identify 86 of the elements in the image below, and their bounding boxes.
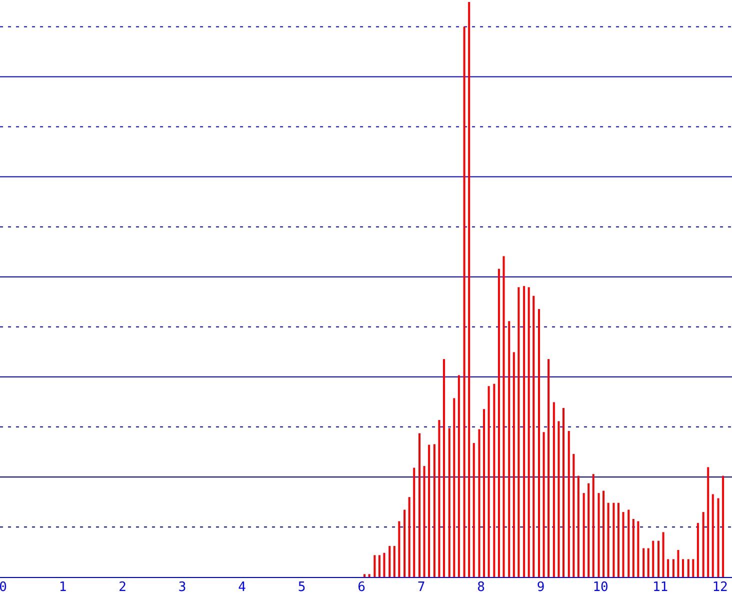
bar: [383, 552, 386, 577]
x-tick-label: 10: [592, 580, 608, 595]
bar: [512, 352, 515, 577]
bar: [528, 287, 530, 577]
bar: [493, 384, 496, 577]
x-tick-label: 1: [58, 580, 67, 595]
bar: [722, 476, 724, 577]
bar: [677, 550, 680, 577]
bar: [538, 309, 540, 577]
bar: [696, 522, 699, 577]
bar: [468, 2, 470, 577]
bar: [607, 502, 610, 577]
bar: [602, 490, 605, 577]
bar: [488, 386, 490, 577]
bar: [458, 375, 460, 577]
bar: [478, 429, 480, 577]
bar: [502, 256, 505, 577]
bar: [442, 359, 445, 577]
bar: [423, 466, 426, 577]
bar: [568, 430, 570, 577]
bar: [548, 359, 550, 577]
x-tick-label: 5: [298, 580, 306, 595]
bar: [542, 432, 545, 577]
bar: [558, 421, 560, 577]
bar: [617, 502, 620, 577]
bar: [518, 287, 520, 577]
bar: [552, 402, 555, 577]
x-tick-label: 7: [417, 580, 426, 595]
bar: [588, 483, 590, 577]
x-tick-label: 6: [358, 580, 366, 595]
bar: [632, 518, 634, 577]
bar: [702, 512, 704, 577]
bar: [463, 26, 466, 577]
bar: [687, 559, 690, 577]
bar: [712, 494, 714, 577]
bar: [472, 443, 475, 577]
bar: [622, 512, 624, 577]
bar: [577, 476, 580, 577]
x-tick-label: 9: [536, 580, 545, 595]
bar: [642, 548, 645, 577]
bar: [612, 502, 615, 577]
bar: [582, 493, 585, 577]
bar: [667, 559, 670, 577]
bar: [523, 286, 526, 577]
bar: [572, 454, 575, 577]
bar: [378, 555, 380, 577]
bar: [532, 296, 535, 577]
x-tick-label: 0: [0, 580, 7, 595]
x-tick-label: 2: [118, 580, 126, 595]
x-tick-label: 12: [712, 580, 728, 595]
bar: [483, 409, 486, 577]
x-tick-label: 3: [178, 580, 186, 595]
bar: [717, 498, 720, 577]
x-tick-label: 11: [652, 580, 668, 595]
bar: [647, 548, 650, 577]
bar: [707, 467, 710, 577]
bar: [637, 521, 640, 577]
bar: [448, 428, 450, 577]
bar: [438, 420, 440, 577]
bar: [682, 559, 684, 577]
bar: [404, 510, 406, 577]
bar: [628, 510, 630, 577]
bar: [364, 574, 366, 577]
bar: [662, 532, 664, 577]
bar: [413, 468, 416, 577]
bar: [508, 321, 510, 577]
bar: [658, 540, 660, 577]
bar: [562, 408, 564, 577]
bar: [374, 555, 376, 577]
bar: [598, 493, 600, 577]
bar: [368, 574, 370, 577]
bar: [652, 540, 654, 577]
x-tick-label: 8: [477, 580, 485, 595]
bar: [498, 268, 500, 577]
bar: [408, 497, 410, 577]
bar: [692, 559, 694, 577]
bar: [592, 474, 594, 577]
bar: [398, 521, 400, 577]
bar: [433, 444, 436, 577]
bar: [428, 444, 430, 577]
bar: [453, 398, 456, 577]
bar: [393, 546, 396, 577]
bar: [388, 546, 391, 577]
x-tick-label: 4: [238, 580, 246, 595]
bar: [672, 559, 674, 577]
bar: [418, 433, 420, 577]
